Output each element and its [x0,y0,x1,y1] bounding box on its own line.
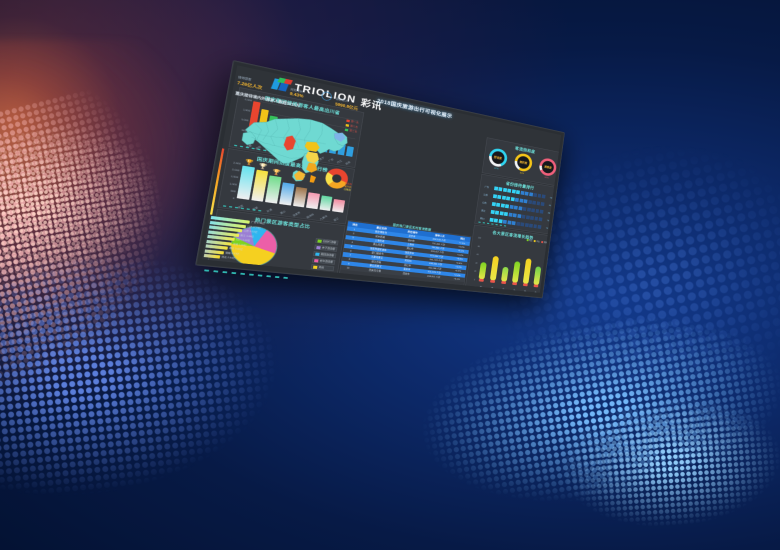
x-tick: 张家界 [292,210,302,218]
x-tick: 九寨沟 [318,214,328,221]
legend-pie: 自由行游客 亲子游游客 跟团游游客老年游游客 其他 [310,238,339,273]
legend-swatch [317,239,322,243]
table-cell: +5.1% [448,276,465,282]
legend-item[interactable]: 同比 [526,238,533,242]
dashboard-body: TRIOLION 彩讯 国庆期间接待游客人最高出川省 2,000 1,500 1,0… [201,65,562,293]
rank-bar-label: 河南 3.96亿 [232,242,247,247]
growth-marker[interactable] [511,261,521,286]
segment [539,209,544,214]
growth-capsule [489,256,500,281]
rank-bar-label: 湖北 3.51亿 [228,246,244,251]
y-tick: 0 [473,278,476,281]
gauge-value: 82% [519,171,525,175]
warm-glow [0,40,210,340]
x-tick: 鼓浪屿 [305,212,315,220]
legend-label: 跟团游游客 [320,252,335,257]
growth-capsule [478,261,487,280]
growth-marker[interactable] [478,261,487,282]
particle-wave-bottom-right [553,370,780,550]
gauge-label: 舒适度 [493,155,503,161]
segment-bar-name: 江苏 [483,193,489,197]
rank-bar-label: 浙江 4.88亿 [240,233,255,238]
legend-label: 其他 [318,265,325,270]
gauge-center: 舒适度 [490,150,506,166]
growth-marker[interactable] [500,266,509,285]
growth-marker-series [476,238,547,288]
legend-item[interactable]: 环比 [533,239,540,243]
gauge-value: 67% [494,166,499,170]
rank-bar-fill [207,234,236,242]
legend-swatch [315,252,320,256]
gauge-value: 91% [544,175,549,180]
growth-base [489,279,496,283]
segment [538,217,543,222]
growth-marker[interactable] [533,266,542,288]
growth-marker[interactable] [489,256,500,283]
growth-capsule [522,258,532,285]
dashboard-screen: TRIOLION 彩讯 国庆期间接待游客人最高出川省 2,000 1,500 1,0… [195,60,565,299]
rank-bar-fill [208,225,243,233]
table-cell: 10 [340,265,356,271]
legend-item[interactable]: 其他 [310,264,335,272]
growth-base [512,282,518,286]
growth-base [501,281,507,285]
china-map[interactable]: 省内游 省外游 出境游 [231,102,361,194]
map-donut-legend: 省内游 省外游 出境游 [344,182,352,192]
segment [537,224,542,229]
segment [540,202,545,207]
gauge-center: 满意度 [541,159,555,175]
gauge-label: 拥挤度 [519,160,528,165]
growth-capsule [511,261,521,284]
segment-bar-name: 山东 [482,201,487,205]
bar[interactable] [292,186,308,208]
growth-base [533,284,539,288]
bar[interactable] [319,195,333,211]
card-center-overview: 2018国庆旅游出行可视化展示 接待游客 7.26亿人次 同比增长 9.43% 旅游收入… [203,65,453,260]
rank-bar-fill [208,230,240,237]
gauge[interactable]: 舒适度 67% [487,147,509,170]
display-wall: TRIOLION 彩讯 国庆期间接待游客人最高出川省 2,000 1,500 1,0… [195,60,579,380]
kpi-stat: 同比增长 9.43% [289,88,304,99]
gauge-center: 拥挤度 [516,155,531,170]
growth-capsule [500,266,509,283]
legend-swatch [312,265,318,269]
legend-label: 同比 [528,239,533,242]
rank-bar-fill [205,244,228,250]
legend-label: 亲子游游客 [321,245,336,251]
kpi-stat: 旅游收入 5990.8亿元 [335,97,359,111]
growth-capsule [533,266,542,286]
gauge[interactable]: 满意度 91% [538,156,558,179]
x-tick: 丽江 [333,216,340,222]
x-tick: 黄山 [279,209,287,215]
growth-marker[interactable] [522,258,532,287]
legend-label: 老年游游客 [319,259,334,264]
segment [541,194,546,199]
legend-label: 自由行游客 [322,239,337,244]
bar[interactable] [332,199,346,213]
legend-swatch [316,245,321,250]
legend-swatch [314,258,319,263]
rank-bar-label: 四川 4.42亿 [236,238,251,243]
bar[interactable] [306,192,320,210]
gauge[interactable]: 拥挤度 82% [513,152,534,175]
legend-label: 环比 [536,240,540,243]
growth-base [478,278,484,282]
growth-base [522,283,528,287]
segment-bar-name: 广东 [484,185,490,189]
gauge-label: 满意度 [544,165,552,170]
rank-bar-fill [206,239,232,246]
x-tick: 外滩 [265,207,273,214]
segment-bar-name: 四川 [479,216,485,221]
segment-bar-name: 浙江 [481,208,486,213]
y-tick: 500 [230,189,236,193]
rank-bar-fill [204,249,225,255]
